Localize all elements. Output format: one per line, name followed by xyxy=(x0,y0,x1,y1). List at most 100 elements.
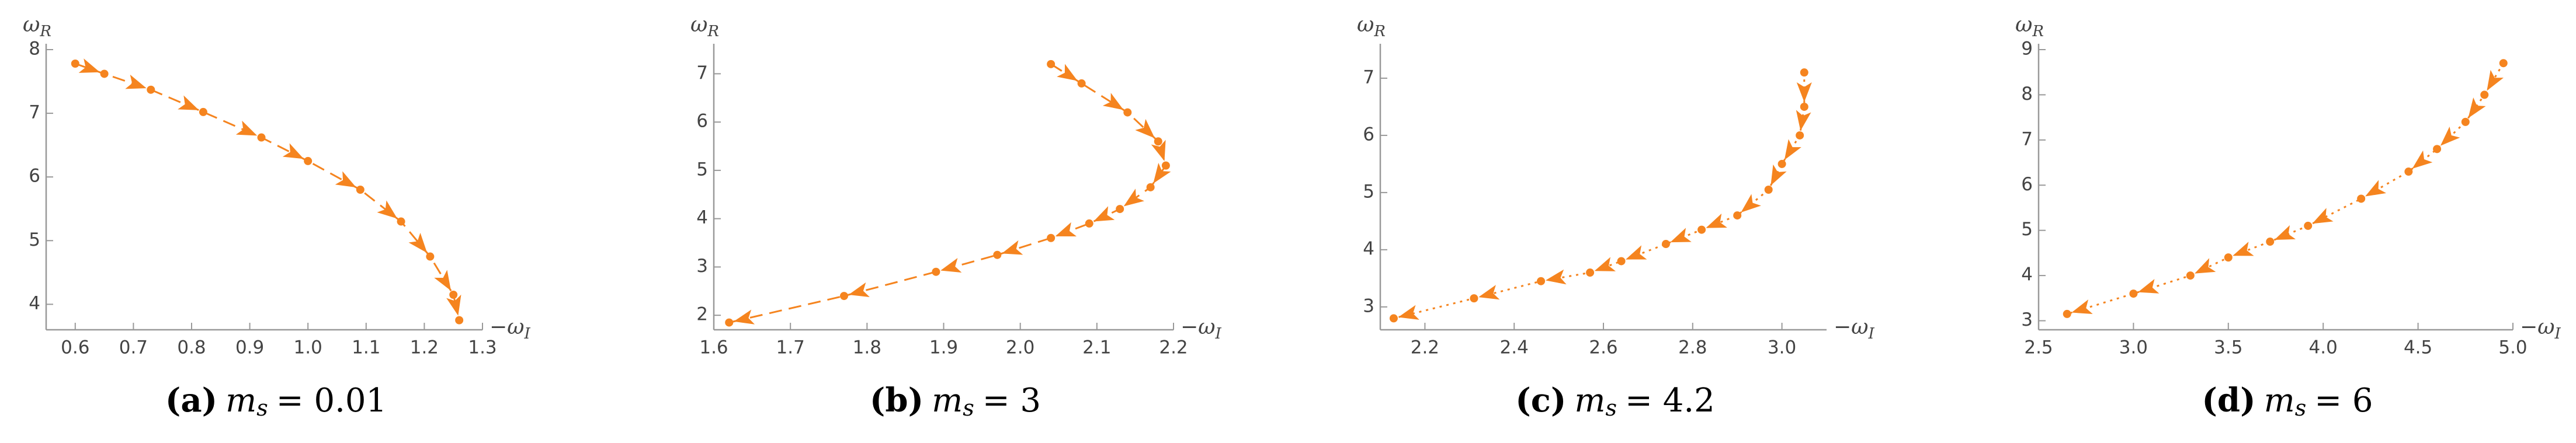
y-tick-label: 4 xyxy=(696,207,708,228)
x-tick-label: 1.2 xyxy=(410,337,439,358)
y-tick-label: 6 xyxy=(696,111,708,132)
point xyxy=(1146,183,1155,191)
x-tick-label: 1.0 xyxy=(294,337,322,358)
x-tick-label: 3.0 xyxy=(1768,337,1796,358)
point xyxy=(725,318,734,327)
point xyxy=(1161,161,1170,170)
y-tick-label: 5 xyxy=(2021,219,2033,240)
y-label-main: ω xyxy=(1357,13,1374,37)
point xyxy=(2266,238,2275,246)
point xyxy=(1047,233,1056,242)
x-tick-label: 2.6 xyxy=(1589,337,1617,358)
arrow-head xyxy=(1057,64,1078,81)
caption-label: (c) xyxy=(1515,381,1566,420)
arrow-head xyxy=(1001,240,1023,255)
y-tick-label: 7 xyxy=(2021,128,2033,149)
arrow-head xyxy=(408,232,428,253)
x-tick-label: 2.2 xyxy=(1159,337,1188,358)
caption-label: (a) xyxy=(165,381,217,420)
y-tick-label: 6 xyxy=(1363,124,1374,145)
x-label-sub: I xyxy=(1868,325,1875,343)
caption: (b) ms = 3 xyxy=(870,381,1041,421)
x-label-sub: I xyxy=(1215,325,1222,343)
point xyxy=(839,292,848,301)
y-tick-label: 2 xyxy=(696,304,708,325)
arrow-head xyxy=(1478,285,1500,300)
arrow-head xyxy=(282,143,304,159)
arrow-head xyxy=(1741,194,1761,212)
curve xyxy=(75,62,460,320)
x-tick-label: 2.0 xyxy=(1006,337,1034,358)
point xyxy=(2186,271,2195,280)
point xyxy=(1537,277,1546,285)
arrow-head xyxy=(734,309,755,325)
x-tick-label: 0.8 xyxy=(177,337,206,358)
caption-value: = 6 xyxy=(2314,382,2373,420)
x-label-main: −ω xyxy=(1834,315,1869,339)
caption-symbol: m xyxy=(225,382,256,420)
arrow-head xyxy=(1770,164,1787,186)
y-tick-label: 4 xyxy=(1363,238,1374,259)
point xyxy=(1586,268,1595,277)
point xyxy=(71,60,79,68)
x-axis-label: −ωI xyxy=(1834,315,1875,343)
x-label-main: −ω xyxy=(489,315,525,339)
x-label-main: −ω xyxy=(1181,315,1216,339)
point xyxy=(426,252,435,261)
x-tick-label: 0.9 xyxy=(235,337,264,358)
arrow-head xyxy=(1398,305,1419,320)
point xyxy=(2480,90,2489,99)
y-label-sub: R xyxy=(707,23,719,40)
point xyxy=(2499,59,2508,68)
x-tick-label: 1.6 xyxy=(699,337,728,358)
arrow-head xyxy=(2468,97,2486,118)
point xyxy=(1123,108,1132,117)
caption-value: = 3 xyxy=(983,382,1041,420)
x-label-sub: I xyxy=(524,325,531,343)
point xyxy=(2224,253,2233,262)
arrow-head xyxy=(446,294,461,316)
point xyxy=(2433,145,2442,154)
x-tick-label: 4.5 xyxy=(2404,337,2432,358)
y-label-sub: R xyxy=(39,23,51,40)
x-tick-label: 0.7 xyxy=(119,337,148,358)
x-label-main: −ω xyxy=(2520,315,2555,339)
point xyxy=(1085,219,1093,228)
x-tick-label: 2.8 xyxy=(1678,337,1707,358)
point xyxy=(1047,60,1056,68)
y-axis-label: ωR xyxy=(2015,13,2044,40)
x-tick-label: 1.3 xyxy=(468,337,497,358)
arrow-head xyxy=(2412,150,2433,169)
y-tick-label: 3 xyxy=(1363,295,1374,316)
point xyxy=(1796,131,1804,139)
x-tick-label: 2.5 xyxy=(2024,337,2053,358)
x-tick-label: 0.6 xyxy=(61,337,89,358)
arrow-head xyxy=(940,257,962,273)
arrow-head xyxy=(2138,278,2160,294)
caption-subscript: s xyxy=(963,395,974,421)
arrow-head xyxy=(178,95,199,110)
x-tick-label: 1.1 xyxy=(352,337,380,358)
arrow-head xyxy=(2071,299,2093,315)
caption: (d) ms = 6 xyxy=(2202,381,2373,421)
x-tick-label: 2.4 xyxy=(1500,337,1529,358)
caption-value: = 4.2 xyxy=(1625,382,1715,420)
y-tick-label: 5 xyxy=(1363,181,1374,202)
arrow-head xyxy=(1093,206,1115,222)
arrow-head xyxy=(1055,222,1077,237)
arrow-head xyxy=(1123,189,1144,207)
arrow-head xyxy=(1796,82,1812,102)
arrow-head xyxy=(2440,126,2460,146)
point xyxy=(2304,221,2313,230)
caption-subscript: s xyxy=(1605,395,1617,421)
arrow-head xyxy=(434,270,452,291)
point xyxy=(1116,205,1124,214)
arrow-head xyxy=(848,282,870,297)
point xyxy=(2357,194,2366,203)
arrow-head xyxy=(1135,118,1155,138)
caption-label: (b) xyxy=(870,381,924,420)
caption-subscript: s xyxy=(256,395,268,421)
point xyxy=(455,316,464,325)
